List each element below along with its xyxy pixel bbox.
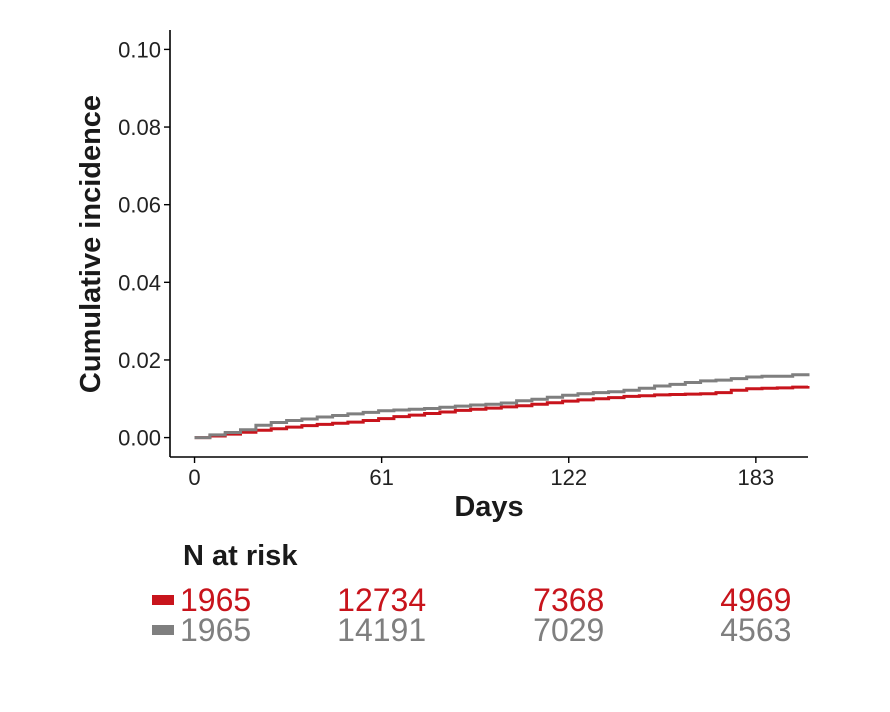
risk-value: 1965 [180,612,251,648]
y-tick-label: 0.10 [118,37,161,62]
risk-value: 7368 [533,582,604,618]
x-tick-label: 0 [188,465,200,490]
series-line-1 [194,385,810,440]
x-tick-label: 61 [369,465,393,490]
y-tick-label: 0.06 [118,193,161,218]
x-tick-label: 183 [737,465,774,490]
risk-value: 12734 [337,582,426,618]
x-tick-label: 122 [550,465,587,490]
y-axis-title: Cumulative incidence [75,95,107,393]
risk-table-title: N at risk [183,540,298,572]
y-tick-label: 0.00 [118,426,161,451]
y-tick-label: 0.02 [118,348,161,373]
y-tick-label: 0.04 [118,270,161,295]
x-axis-title: Days [454,491,523,523]
risk-value: 4563 [720,612,791,648]
risk-value: 1965 [180,582,251,618]
risk-row-swatch [152,595,174,605]
series-line-2 [194,373,810,440]
risk-value: 4969 [720,582,791,618]
y-tick-label: 0.08 [118,115,161,140]
risk-value: 14191 [337,612,426,648]
risk-row-swatch [152,625,174,635]
risk-value: 7029 [533,612,604,648]
